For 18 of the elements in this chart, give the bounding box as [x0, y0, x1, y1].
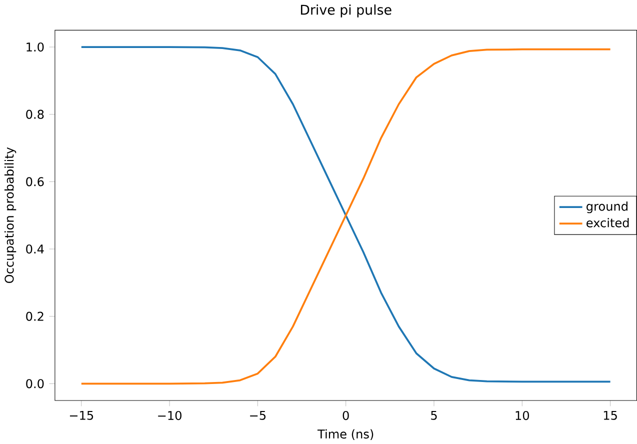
x-tick-label: −10 — [158, 410, 182, 420]
x-tick-label: 5 — [431, 410, 437, 420]
y-tick-label: 0.4 — [26, 244, 44, 254]
y-tick-label: 0.6 — [26, 176, 44, 186]
y-tick-label: 0.0 — [26, 378, 44, 388]
legend-label: excited — [586, 218, 629, 228]
x-tick-label: −15 — [70, 410, 94, 420]
x-tick-label: −5 — [250, 410, 266, 420]
x-tick-label: 10 — [516, 410, 530, 420]
y-tick-label: 0.2 — [26, 312, 44, 321]
x-tick-label: 15 — [604, 410, 617, 420]
y-axis-title: Occupation probability — [4, 147, 16, 283]
chart-title: Drive pi pulse — [300, 4, 392, 18]
x-tick-label: 0 — [342, 410, 349, 420]
x-axis-title: Time (ns) — [317, 429, 374, 440]
y-tick-label: 1.0 — [26, 42, 44, 52]
y-tick-label: 0.8 — [26, 110, 44, 119]
legend-label: ground — [586, 201, 628, 213]
